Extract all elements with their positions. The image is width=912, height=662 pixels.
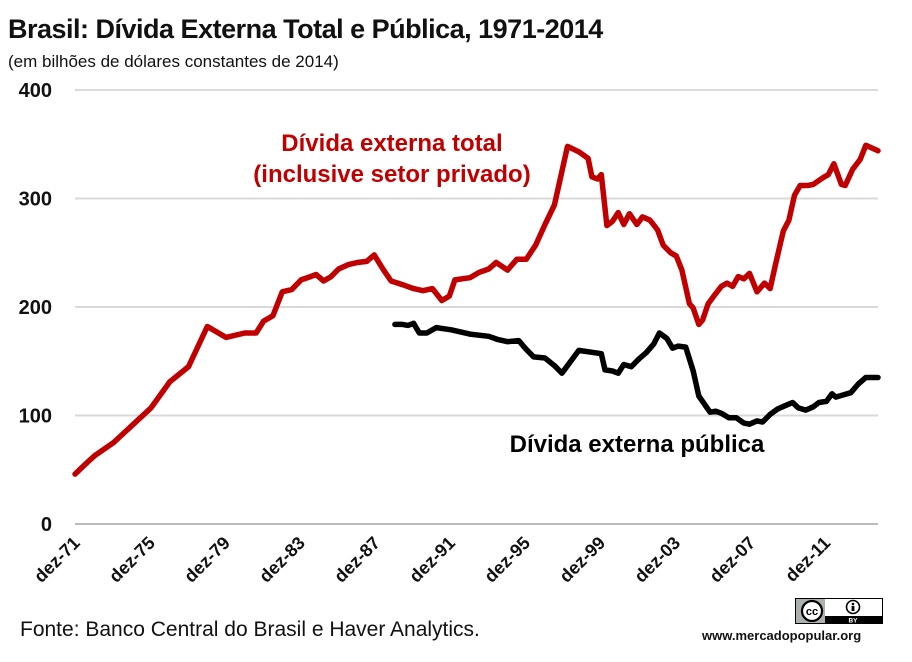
chart-title: Brasil: Dívida Externa Total e Pública, …	[8, 14, 603, 44]
x-tick-label: dez-03	[630, 533, 684, 587]
y-tick-label: 0	[41, 514, 52, 536]
x-tick-label: dez-99	[555, 533, 609, 587]
y-tick-label: 400	[19, 80, 52, 102]
x-tick-label: dez-91	[405, 533, 459, 587]
y-tick-label: 100	[19, 406, 52, 428]
grid-lines	[75, 89, 878, 417]
x-tick-label: dez-07	[705, 533, 759, 587]
source-note: Fonte: Banco Central do Brasil e Haver A…	[20, 618, 480, 641]
site-url[interactable]: www.mercadopopular.org	[702, 628, 862, 643]
x-tick-label: dez-75	[105, 533, 159, 587]
y-tick-label: 300	[19, 189, 52, 211]
cc-label: cc	[806, 606, 818, 618]
x-tick-label: dez-79	[180, 533, 234, 587]
x-tick-label: dez-11	[781, 533, 834, 586]
series-line-total	[72, 142, 881, 477]
y-tick-label: 200	[19, 297, 52, 319]
annotation-total-line-1: (inclusive setor privado)	[253, 161, 530, 188]
cc-by-license-badge[interactable]: cc BY	[795, 598, 883, 624]
series-group	[72, 142, 881, 477]
annotation-publica-line-0: Dívida externa pública	[510, 431, 765, 458]
by-label: BY	[848, 618, 858, 625]
x-tick-label: dez-95	[480, 533, 534, 587]
annotations: Dívida externa total (inclusive setor pri…	[253, 130, 765, 458]
series-line-publica	[392, 320, 881, 427]
annotation-total-line-0: Dívida externa total	[281, 130, 502, 157]
cc-icon	[800, 599, 824, 623]
y-axis: 0 100 200 300 400	[19, 80, 52, 536]
x-tick-label: dez-87	[330, 533, 384, 587]
x-tick-label: dez-83	[255, 533, 309, 587]
x-axis: dez-71 dez-75 dez-79 dez-83 dez-87 dez-91 dez-…	[30, 523, 878, 587]
chart-subtitle: (em bilhões de dólares constantes de 201…	[8, 52, 339, 71]
x-tick-label: dez-71	[30, 533, 84, 587]
